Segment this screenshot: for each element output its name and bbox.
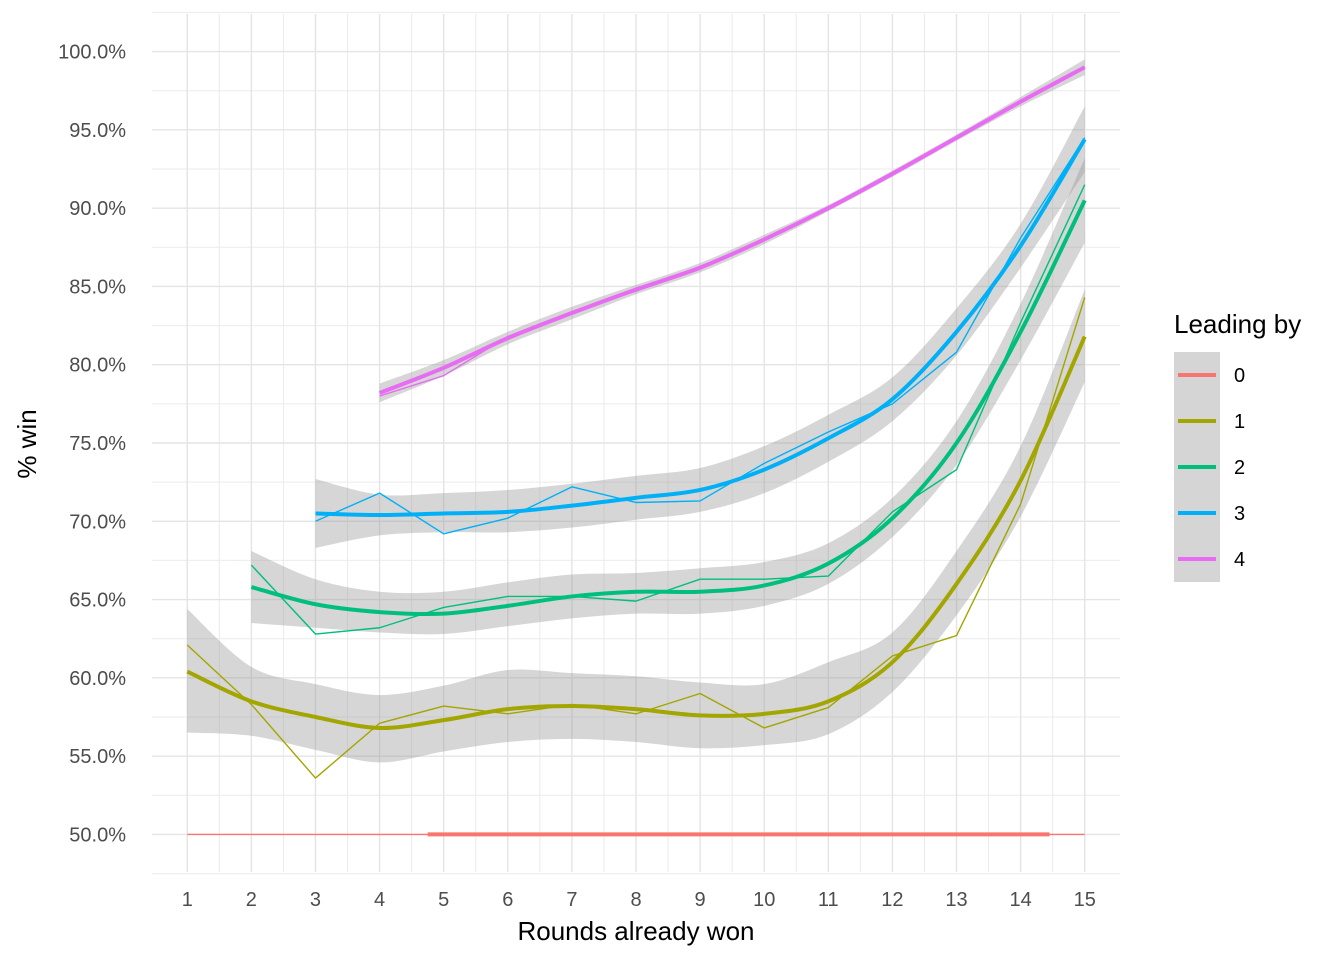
- x-tick-label: 9: [695, 889, 706, 911]
- smooth-line-4: [378, 65, 1086, 395]
- x-tick-label: 11: [818, 889, 839, 911]
- y-tick-label: 65.0%: [69, 590, 126, 612]
- x-tick-label: 2: [246, 889, 257, 911]
- x-tick-label: 4: [374, 889, 385, 911]
- x-tick-label: 12: [881, 889, 903, 911]
- y-tick-label: 50.0%: [69, 824, 126, 846]
- x-tick-label: 1: [182, 889, 193, 911]
- x-tick-label: 10: [753, 889, 775, 911]
- legend-label-0: 0: [1234, 365, 1245, 387]
- legend-label-1: 1: [1234, 411, 1245, 433]
- y-tick-label: 85.0%: [69, 276, 126, 298]
- x-tick-label: 8: [630, 889, 641, 911]
- smooth-line-3: [315, 138, 1087, 518]
- y-tick-label: 55.0%: [69, 746, 126, 768]
- legend-label-2: 2: [1234, 457, 1245, 479]
- y-tick-label: 80.0%: [69, 355, 126, 377]
- smooth-line-2: [250, 199, 1087, 617]
- confidence-band-4: [379, 59, 1085, 403]
- series-lines: [186, 65, 1087, 837]
- confidence-band-3: [315, 106, 1085, 548]
- y-tick-label: 75.0%: [69, 433, 126, 455]
- legend-label-4: 4: [1234, 549, 1245, 571]
- x-tick-label: 15: [1074, 889, 1096, 911]
- y-axis-title: % win: [12, 409, 42, 478]
- x-tick-label: 5: [438, 889, 449, 911]
- y-tick-label: 70.0%: [69, 511, 126, 533]
- confidence-band-1: [187, 289, 1085, 763]
- legend-title: Leading by: [1174, 309, 1301, 339]
- x-tick-label: 14: [1010, 889, 1032, 911]
- y-tick-label: 60.0%: [69, 668, 126, 690]
- smooth-line-1: [186, 335, 1087, 730]
- grid: [152, 11, 1120, 875]
- y-tick-label: 100.0%: [58, 42, 126, 64]
- legend-label-3: 3: [1234, 503, 1245, 525]
- x-tick-label: 7: [566, 889, 577, 911]
- x-tick-label: 13: [945, 889, 967, 911]
- legend: Leading by 0 1 2 3 4: [1174, 309, 1301, 582]
- x-tick-label: 3: [310, 889, 321, 911]
- axes: 50.0% 55.0% 60.0% 65.0% 70.0% 75.0% 80.0% 85.0%…: [58, 42, 1096, 911]
- x-axis-title: Rounds already won: [517, 916, 754, 946]
- confidence-bands: [187, 59, 1085, 763]
- observed-line-3: [315, 137, 1086, 535]
- y-tick-label: 95.0%: [69, 120, 126, 142]
- y-tick-label: 90.0%: [69, 198, 126, 220]
- confidence-band-2: [251, 158, 1085, 635]
- x-tick-label: 6: [502, 889, 513, 911]
- observed-line-1: [186, 297, 1086, 779]
